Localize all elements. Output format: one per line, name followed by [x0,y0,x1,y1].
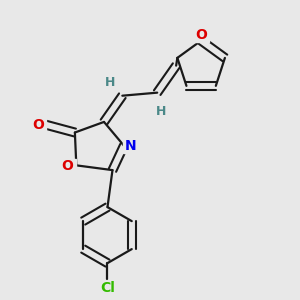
Bar [98,281,118,295]
Bar [30,118,46,132]
Text: O: O [61,159,73,173]
Text: H: H [156,105,167,118]
Text: H: H [105,76,115,89]
Text: N: N [125,139,137,153]
Text: O: O [195,28,207,42]
Bar [123,139,139,153]
Bar [193,28,209,42]
Text: O: O [32,118,44,132]
Text: Cl: Cl [100,281,115,295]
Bar [60,159,76,173]
